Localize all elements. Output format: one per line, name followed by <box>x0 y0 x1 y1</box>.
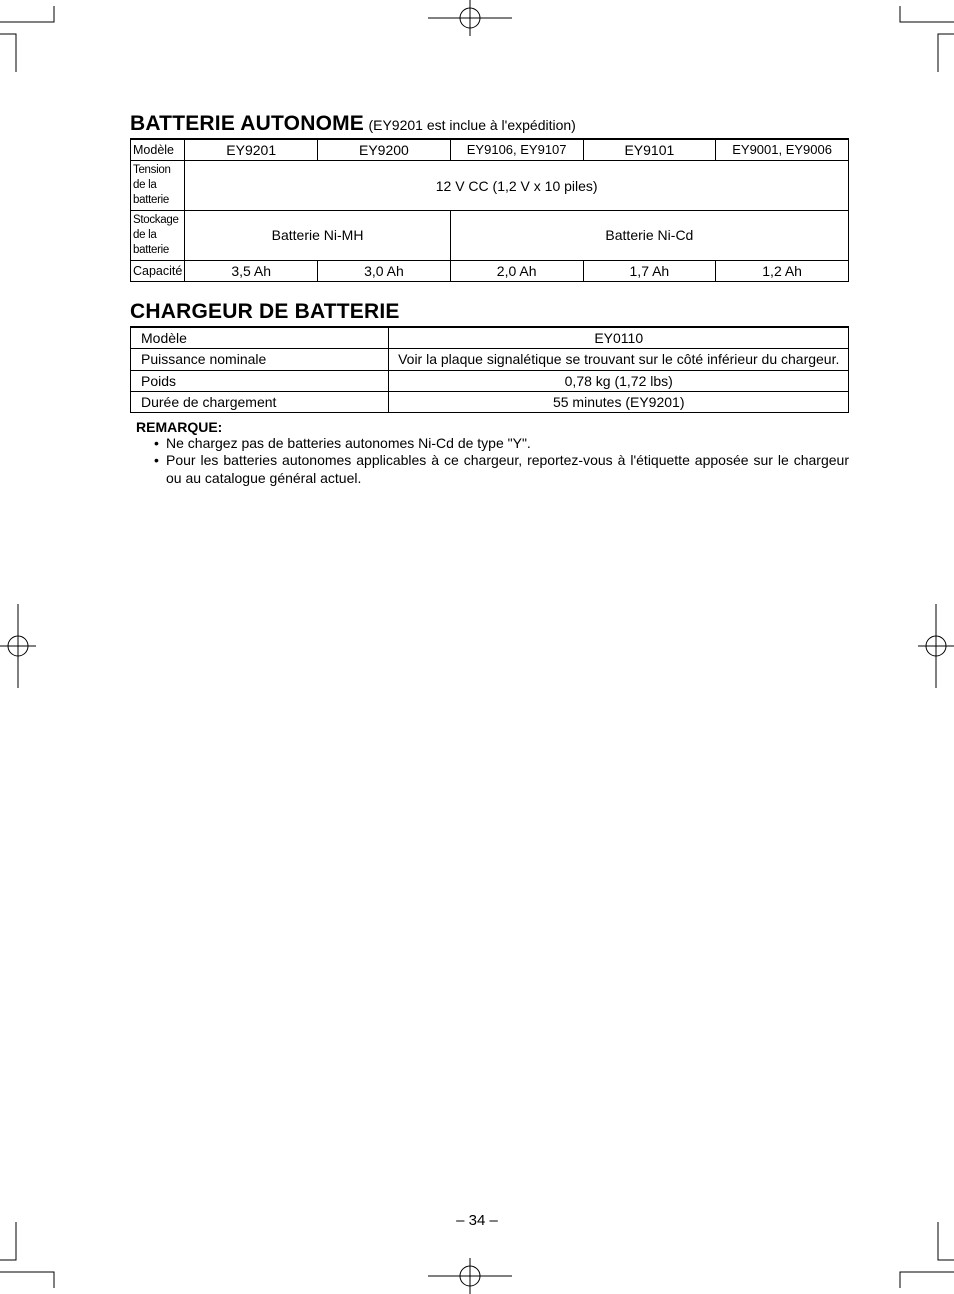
cell-value: 3,0 Ah <box>318 260 451 281</box>
cell-label: Capacité <box>131 260 185 281</box>
remarque-list: Ne chargez pas de batteries autonomes Ni… <box>130 435 849 488</box>
crop-mark-br <box>882 1222 954 1288</box>
list-item: Pour les batteries autonomes applicables… <box>166 452 849 487</box>
cell-label: Modèle <box>131 328 389 349</box>
table-row: Modèle EY9201 EY9200 EY9106, EY9107 EY91… <box>131 140 849 161</box>
cell-value: Batterie Ni-Cd <box>450 211 848 261</box>
section1-heading: BATTERIE AUTONOME (EY9201 est inclue à l… <box>130 112 849 139</box>
cell-value: 12 V CC (1,2 V x 10 piles) <box>185 161 849 211</box>
crop-mark-top-center <box>428 0 512 36</box>
cell-value: EY9101 <box>583 140 716 161</box>
table-row: Poids 0,78 kg (1,72 lbs) <box>131 370 849 391</box>
table-row: Puissance nominale Voir la plaque signal… <box>131 349 849 370</box>
crop-mark-tr <box>882 6 954 72</box>
cell-label: Tension de la batterie <box>131 161 185 211</box>
cell-value: Voir la plaque signalétique se trouvant … <box>389 349 849 370</box>
section1-title: BATTERIE AUTONOME <box>130 112 364 135</box>
crop-mark-left-center <box>0 604 36 688</box>
cell-value: 1,2 Ah <box>716 260 849 281</box>
table-row: Capacité 3,5 Ah 3,0 Ah 2,0 Ah 1,7 Ah 1,2… <box>131 260 849 281</box>
cell-label: Stockage de la batterie <box>131 211 185 261</box>
cell-value: 3,5 Ah <box>185 260 318 281</box>
page-content: BATTERIE AUTONOME (EY9201 est inclue à l… <box>130 112 849 487</box>
crop-mark-bl <box>0 1222 72 1288</box>
section1-subtitle: (EY9201 est inclue à l'expédition) <box>368 117 575 133</box>
cell-value: EY9200 <box>318 140 451 161</box>
section2-title: CHARGEUR DE BATTERIE <box>130 300 400 323</box>
crop-mark-bottom-center <box>428 1258 512 1294</box>
charger-table: Modèle EY0110 Puissance nominale Voir la… <box>130 327 849 413</box>
cell-label: Durée de chargement <box>131 391 389 412</box>
crop-mark-right-center <box>918 604 954 688</box>
cell-value: Batterie Ni-MH <box>185 211 450 261</box>
table-row: Stockage de la batterie Batterie Ni-MH B… <box>131 211 849 261</box>
cell-value: EY0110 <box>389 328 849 349</box>
crop-mark-tl <box>0 6 72 72</box>
cell-label: Poids <box>131 370 389 391</box>
cell-value: EY9201 <box>185 140 318 161</box>
cell-value: 1,7 Ah <box>583 260 716 281</box>
battery-table: Modèle EY9201 EY9200 EY9106, EY9107 EY91… <box>130 139 849 282</box>
remarque-label: REMARQUE: <box>136 419 849 435</box>
remarque-block: REMARQUE: Ne chargez pas de batteries au… <box>130 419 849 488</box>
table-row: Tension de la batterie 12 V CC (1,2 V x … <box>131 161 849 211</box>
cell-value: 0,78 kg (1,72 lbs) <box>389 370 849 391</box>
cell-label: Puissance nominale <box>131 349 389 370</box>
cell-value: 55 minutes (EY9201) <box>389 391 849 412</box>
cell-value: EY9106, EY9107 <box>450 140 583 161</box>
list-item: Ne chargez pas de batteries autonomes Ni… <box>166 435 849 453</box>
cell-value: 2,0 Ah <box>450 260 583 281</box>
cell-label: Modèle <box>131 140 185 161</box>
table-row: Durée de chargement 55 minutes (EY9201) <box>131 391 849 412</box>
section2-heading: CHARGEUR DE BATTERIE <box>130 300 849 327</box>
cell-value: EY9001, EY9006 <box>716 140 849 161</box>
page-number: – 34 – <box>0 1212 954 1229</box>
table-row: Modèle EY0110 <box>131 328 849 349</box>
